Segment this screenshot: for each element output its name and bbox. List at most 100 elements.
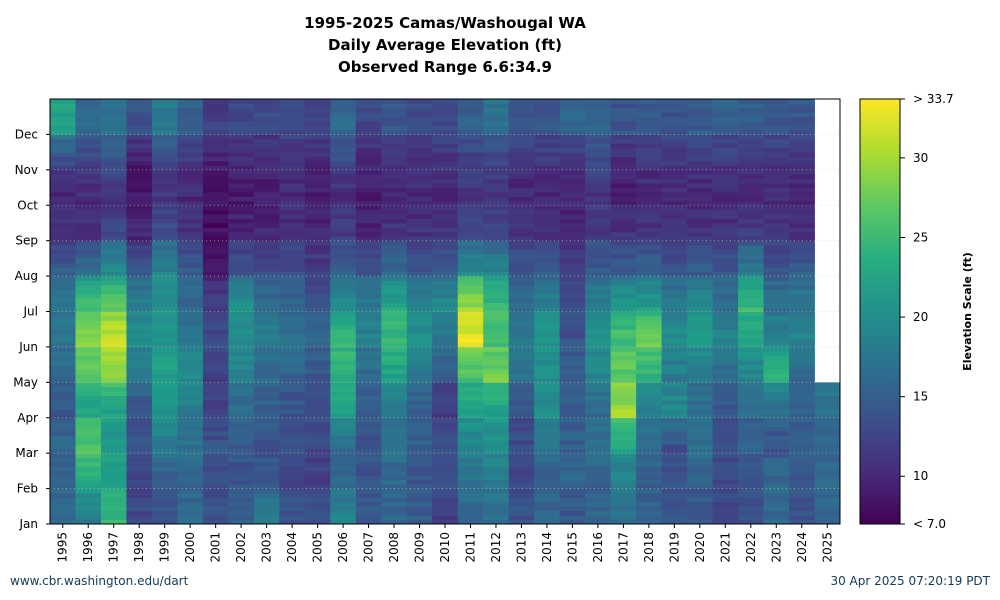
heatmap-cell [279,280,306,286]
heatmap-cell [789,439,815,445]
heatmap-cell [712,125,739,131]
heatmap-cell [559,169,586,175]
heatmap-cell [151,338,178,343]
heatmap-cell [202,200,229,206]
heatmap-cell [50,333,76,339]
heatmap-cell [330,391,357,397]
heatmap-cell [304,307,331,312]
heatmap-cell [126,160,153,166]
heatmap-cell [585,227,612,233]
heatmap-cell [304,519,331,525]
heatmap-cell [253,280,280,286]
footer-source-link[interactable]: www.cbr.washington.edu/dart [10,574,189,588]
heatmap-cell [330,382,357,388]
heatmap-cell [763,497,790,503]
heatmap-cell [228,143,255,149]
heatmap-cell [789,413,815,419]
heatmap-cell [483,236,510,242]
heatmap-cell [126,236,153,242]
heatmap-cell [789,377,815,383]
heatmap-cell [330,174,357,180]
heatmap-cell [228,364,255,370]
heatmap-cell [687,284,713,290]
heatmap-cell [253,510,280,516]
heatmap-cell [279,99,306,104]
heatmap-cell [406,240,433,246]
heatmap-cell [508,360,535,366]
heatmap-cell [202,519,229,525]
heatmap-cell [432,329,459,335]
heatmap-cell [432,510,459,516]
heatmap-cell [738,346,764,352]
heatmap-cell [381,302,408,308]
x-tick-label: 2005 [311,532,325,563]
heatmap-cell [100,196,127,202]
heatmap-cell [151,329,178,335]
heatmap-cell [304,382,331,388]
heatmap-cell [279,453,306,458]
heatmap-cell [508,99,535,104]
heatmap-cell [253,493,280,498]
heatmap-cell [814,391,841,397]
heatmap-cell [585,156,612,162]
heatmap-cell [661,519,688,525]
heatmap-cell [330,138,357,144]
heatmap-cell [381,457,408,463]
heatmap-cell [50,116,76,122]
heatmap-cell [126,439,153,445]
heatmap-cell [738,143,764,149]
heatmap-cell [126,497,153,503]
heatmap-cell [279,205,306,211]
heatmap-cell [483,209,510,215]
heatmap-cell [202,187,229,193]
heatmap-cell [508,240,535,246]
heatmap-cell [126,178,153,184]
heatmap-cell [126,156,153,162]
heatmap-cell [177,435,204,441]
heatmap-cell [151,497,178,503]
heatmap-cell [100,497,127,503]
heatmap-cell [126,205,153,211]
axes: JanFebMarAprMayJunJulAugSepOctNovDec1995… [13,127,834,562]
heatmap-cell [738,174,764,180]
heatmap-cell [483,413,510,419]
heatmap-cell [151,187,178,193]
heatmap-cell [661,187,688,193]
heatmap-cell [483,214,510,219]
heatmap-cell [279,377,306,383]
heatmap-cell [177,484,204,489]
heatmap-cell [126,147,153,153]
heatmap-cell [534,506,561,512]
heatmap-cell [738,187,764,193]
heatmap-cell [151,134,178,140]
colorbar-tick-label: 25 [913,230,928,244]
heatmap-cell [483,253,510,259]
heatmap-cell [712,307,739,312]
heatmap-cell [50,99,76,104]
heatmap-cell [457,267,484,273]
heatmap-cell [228,422,255,428]
heatmap-cell [789,307,815,312]
heatmap-cell [202,165,229,171]
heatmap-cell [789,134,815,140]
heatmap-cell [585,453,612,458]
heatmap-cell [763,493,790,498]
heatmap-cell [636,143,663,149]
heatmap-cell [763,377,790,383]
heatmap-cell [687,488,713,494]
heatmap-cell [789,200,815,206]
heatmap-cell [432,311,459,317]
heatmap-cell [330,99,357,104]
heatmap-cell [483,200,510,206]
heatmap-cell [814,386,841,392]
heatmap-cell [304,134,331,140]
heatmap-cell [202,169,229,175]
heatmap-cell [738,262,764,268]
heatmap-cell [559,129,586,135]
heatmap-cell [202,342,229,348]
heatmap-cell [126,417,153,423]
heatmap-cell [712,205,739,211]
heatmap-cell [202,112,229,118]
heatmap-cell [253,276,280,281]
heatmap-cell [712,373,739,379]
